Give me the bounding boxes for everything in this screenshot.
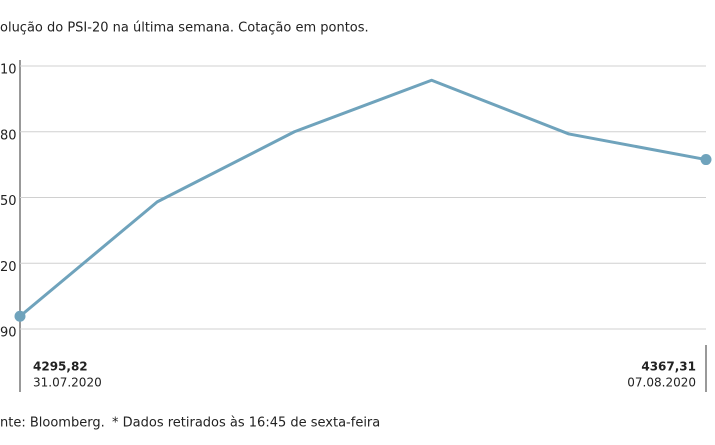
y-tick-label: 90 (0, 326, 17, 341)
y-tick-label: 80 (0, 128, 17, 143)
x-tick-label: 07.08.2020 (627, 376, 696, 390)
source: nte: Bloomberg. (0, 416, 105, 431)
line (19, 78, 707, 318)
x-tick-label: 31.07.2020 (33, 376, 102, 390)
chart-subtitle: olução do PSI-20 na última semana. Cotaç… (0, 21, 369, 36)
value-label: 4295,82 (33, 360, 88, 374)
end-dot (14, 310, 26, 322)
end-dot (700, 154, 712, 166)
y-tick-label: 20 (0, 260, 17, 275)
y-tick-label: 50 (0, 194, 17, 209)
note: * Dados retirados às 16:45 de sexta-feir… (112, 416, 380, 431)
value-label: 4367,31 (641, 360, 696, 374)
y-tick-label: 10 (0, 63, 17, 78)
